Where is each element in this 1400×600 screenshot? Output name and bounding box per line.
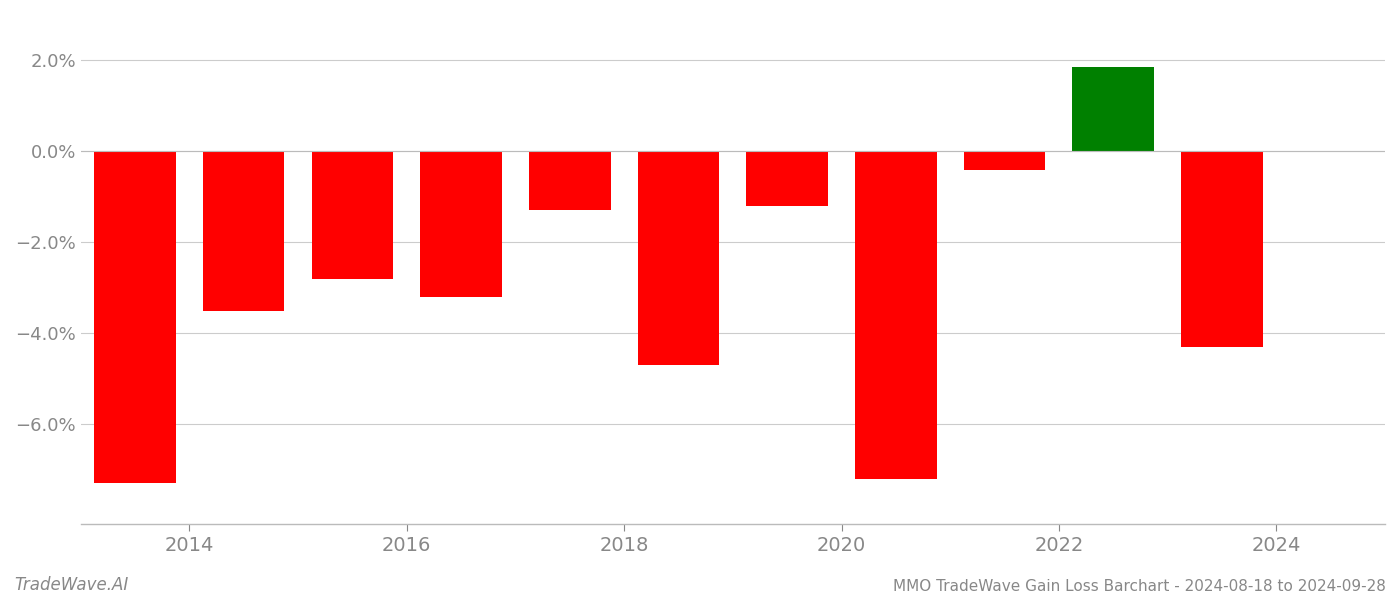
Bar [1072,67,1154,151]
Bar [312,151,393,278]
Bar [529,151,610,211]
Bar [420,151,501,297]
Text: TradeWave.AI: TradeWave.AI [14,576,129,594]
Text: MMO TradeWave Gain Loss Barchart - 2024-08-18 to 2024-09-28: MMO TradeWave Gain Loss Barchart - 2024-… [893,579,1386,594]
Bar [203,151,284,311]
Bar [1182,151,1263,347]
Bar [855,151,937,479]
Bar [94,151,176,483]
Bar [963,151,1046,170]
Bar [637,151,720,365]
Bar [746,151,827,206]
